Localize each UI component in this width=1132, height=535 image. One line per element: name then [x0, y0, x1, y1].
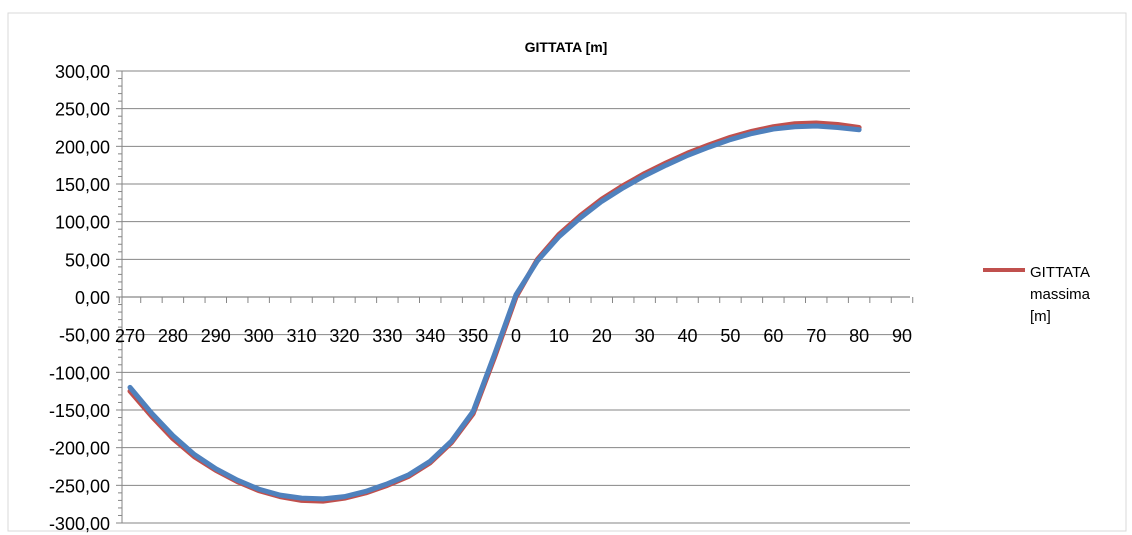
x-tick-label: 10: [549, 326, 569, 346]
chart-title: GITTATA [m]: [525, 39, 608, 55]
legend-label: GITTATA: [1030, 264, 1090, 281]
x-tick-labels: 270 280 290 300 310 320 330 340 350 0 10 20 30 40 50 60…: [115, 326, 912, 346]
legend-label: [m]: [1030, 308, 1051, 325]
x-tick-label: 70: [806, 326, 826, 346]
y-tick-label: -150,00: [49, 401, 110, 421]
x-tick-label: 300: [244, 326, 274, 346]
x-tick-label: 280: [158, 326, 188, 346]
series-line: [127, 123, 862, 502]
x-tick-label: 290: [201, 326, 231, 346]
x-tick-label: 340: [415, 326, 445, 346]
legend-label: massima: [1030, 286, 1091, 303]
x-tick-label: 80: [849, 326, 869, 346]
y-tick-label: 0,00: [75, 288, 110, 308]
y-tick-label: -300,00: [49, 514, 110, 534]
x-tick-label: 20: [592, 326, 612, 346]
x-tick-label: 320: [329, 326, 359, 346]
x-tick-label: 310: [287, 326, 317, 346]
y-tick-label: 150,00: [55, 175, 110, 195]
x-tick-label: 40: [678, 326, 698, 346]
y-tick-label: -200,00: [49, 439, 110, 459]
x-tick-label: 50: [720, 326, 740, 346]
x-tick-label: 330: [372, 326, 402, 346]
x-tick-label: 0: [511, 326, 521, 346]
y-tick-label: -100,00: [49, 363, 110, 383]
x-tick-label: 60: [763, 326, 783, 346]
y-tick-label: 300,00: [55, 62, 110, 82]
y-tick-label: -50,00: [59, 326, 110, 346]
legend: GITTATA massima [m]: [983, 264, 1091, 325]
y-tick-label: 100,00: [55, 213, 110, 233]
chart-border: [7, 12, 1127, 532]
y-tick-label: 200,00: [55, 137, 110, 157]
y-tick-label: -250,00: [49, 476, 110, 496]
x-tick-label: 270: [115, 326, 145, 346]
x-tick-label: 90: [892, 326, 912, 346]
x-tick-label: 30: [635, 326, 655, 346]
y-tick-labels: 300,00 250,00 200,00 150,00 100,00 50,00 0,00 -…: [49, 62, 110, 534]
y-tick-label: 250,00: [55, 100, 110, 120]
series-lines: [127, 120, 862, 504]
y-tick-label: 50,00: [65, 250, 110, 270]
x-tick-label: 350: [458, 326, 488, 346]
